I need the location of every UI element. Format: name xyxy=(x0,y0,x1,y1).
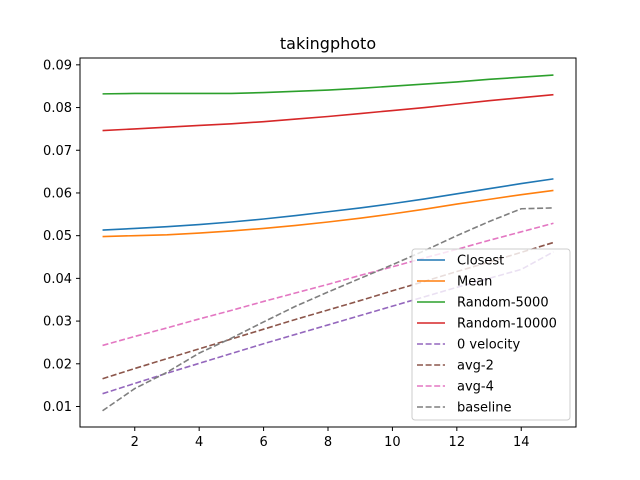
y-tick-label: 0.02 xyxy=(43,357,72,372)
y-tick-label: 0.06 xyxy=(43,186,72,201)
y-tick-label: 0.09 xyxy=(43,58,72,73)
x-tick-label: 8 xyxy=(324,435,332,450)
legend-label-baseline: baseline xyxy=(457,401,511,416)
x-tick-label: 6 xyxy=(259,435,267,450)
y-tick-label: 0.03 xyxy=(43,315,72,330)
series-line-closest xyxy=(102,178,554,231)
y-tick-label: 0.08 xyxy=(43,101,72,116)
legend-label-mean: Mean xyxy=(457,275,492,290)
x-tick-label: 4 xyxy=(195,435,203,450)
legend-label-0-velocity: 0 velocity xyxy=(457,338,521,353)
legend: Closest Mean Random-5000 Random-10000 0 velo… xyxy=(411,248,571,421)
x-tick-label: 10 xyxy=(384,435,401,450)
legend-box xyxy=(411,248,571,421)
series-line-mean xyxy=(102,189,554,238)
legend-label-random-5000: Random-5000 xyxy=(457,296,549,311)
chart-title: takingphoto xyxy=(280,34,376,53)
y-tick-label: 0.01 xyxy=(43,400,72,415)
legend-label-avg-4: avg-4 xyxy=(457,380,494,395)
x-tick-label: 2 xyxy=(131,435,139,450)
legend-label-random-10000: Random-10000 xyxy=(457,317,557,332)
series-line-random-10000 xyxy=(102,93,554,132)
x-tick-label: 12 xyxy=(449,435,466,450)
y-tick-label: 0.05 xyxy=(43,229,72,244)
legend-label-avg-2: avg-2 xyxy=(457,359,494,374)
x-tick-label: 14 xyxy=(513,435,530,450)
series-line-random-5000 xyxy=(102,74,554,95)
series-line-avg-4 xyxy=(102,222,554,347)
y-tick-label: 0.04 xyxy=(43,272,72,287)
axes-layer: 2 4 6 8 10 12 14 0.01 0.02 0.03 0.04 0.05 0.06 0.07 0.… xyxy=(43,57,577,450)
y-tick-label: 0.07 xyxy=(43,144,72,159)
series-line-baseline xyxy=(102,207,554,412)
legend-label-closest: Closest xyxy=(457,254,504,269)
